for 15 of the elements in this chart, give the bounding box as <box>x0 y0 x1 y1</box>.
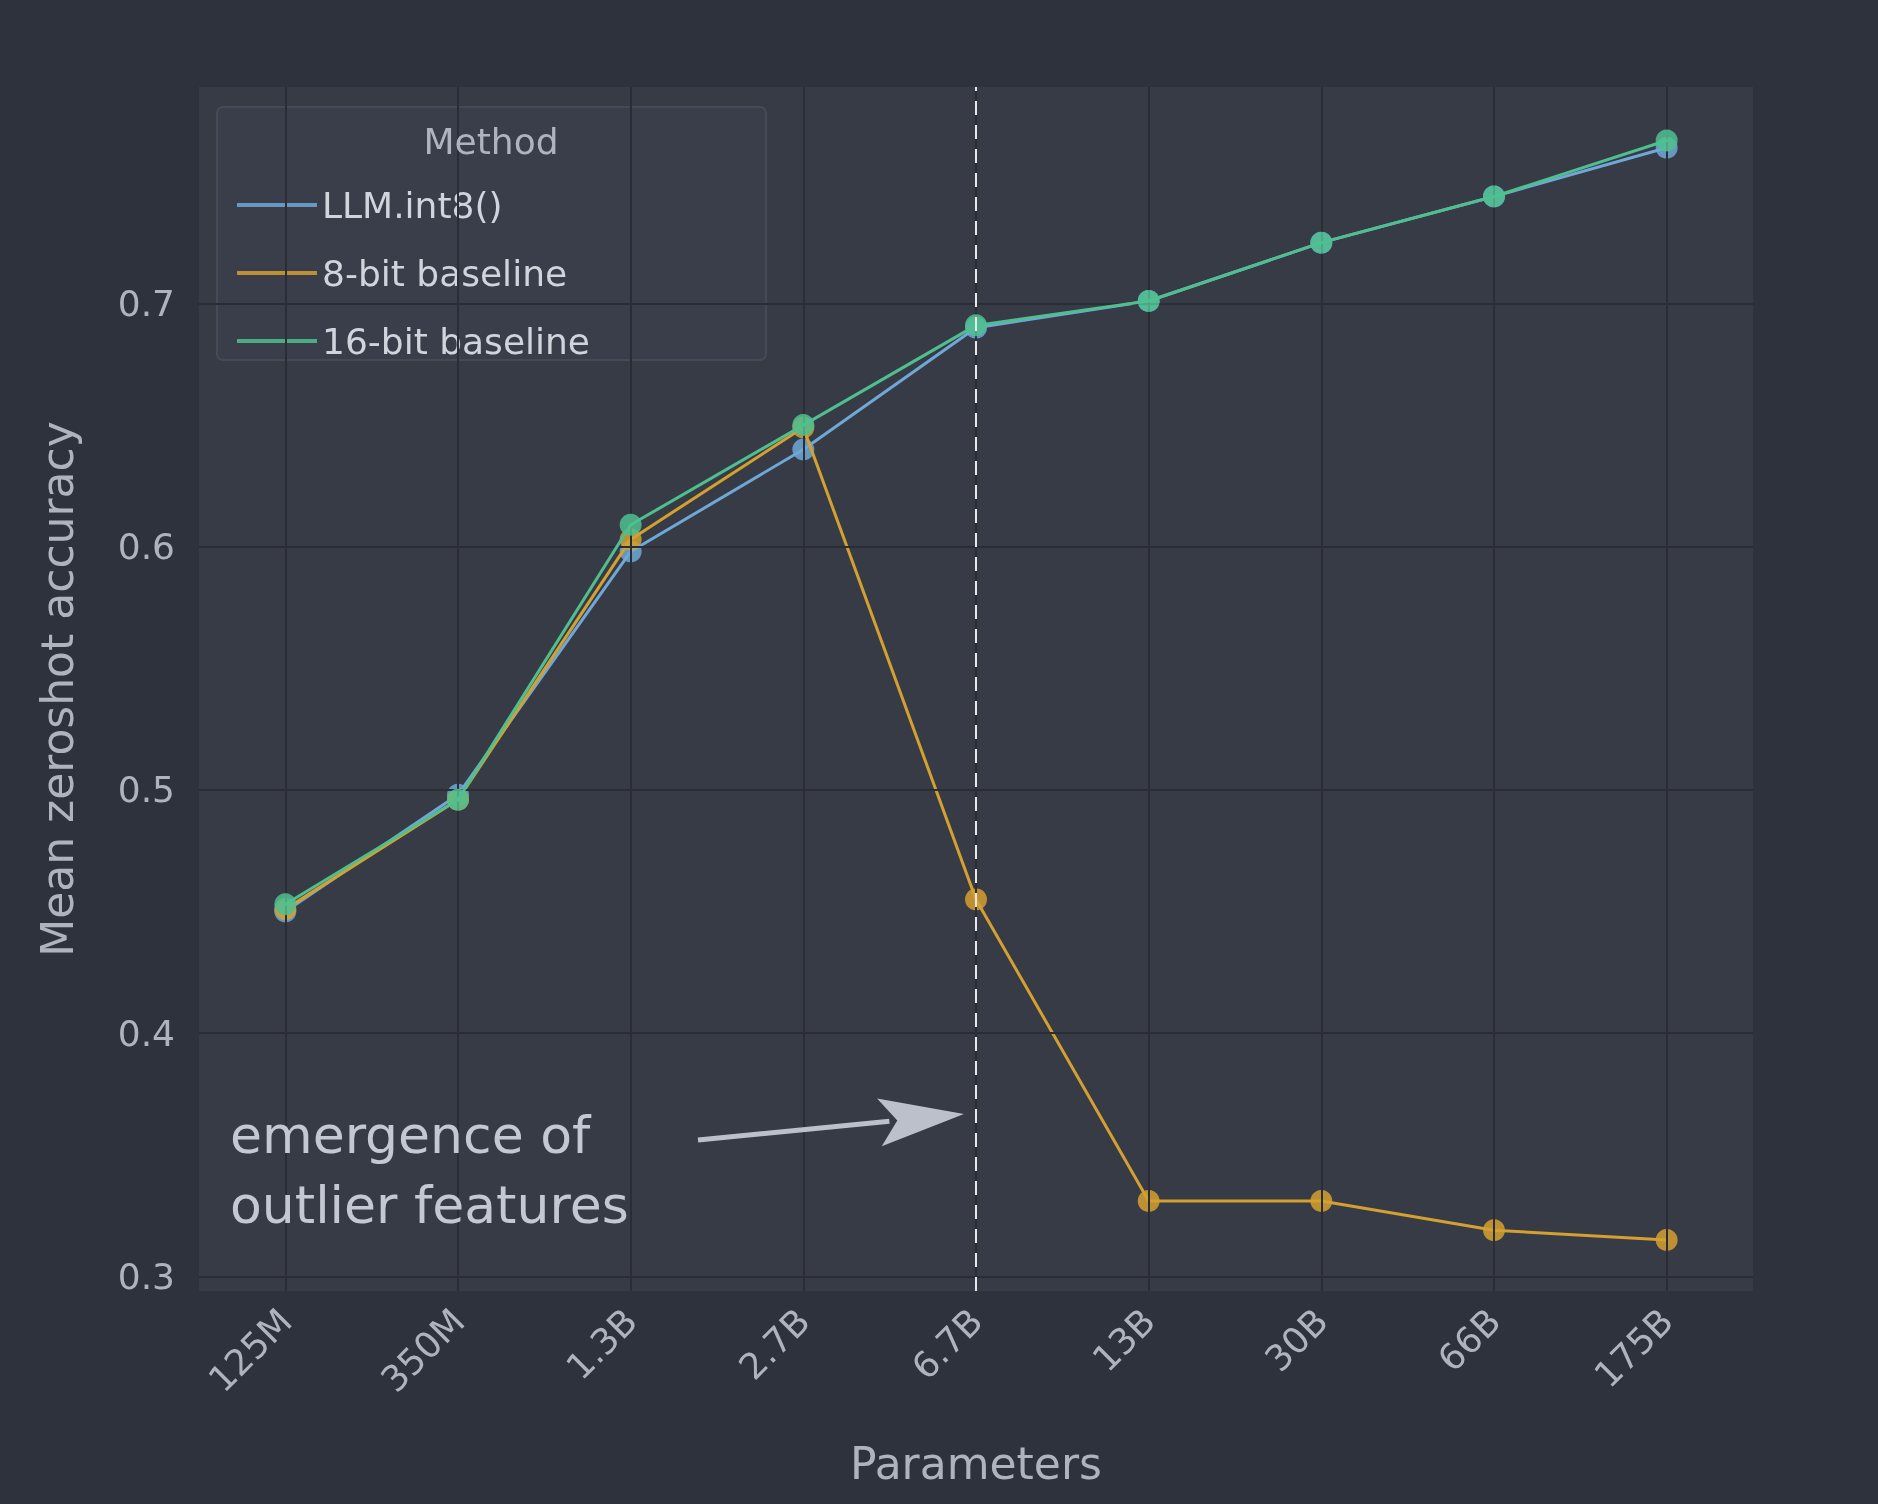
x-axis-title: Parameters <box>850 1437 1102 1489</box>
legend-label: LLM.int8() <box>322 184 503 226</box>
y-axis-title: Mean zeroshot accuracy <box>31 421 83 957</box>
legend-label: 8-bit baseline <box>322 252 568 294</box>
y-tick-label: 0.6 <box>117 526 175 568</box>
annotation: emergence of outlier features <box>230 1105 629 1235</box>
x-tick-label: 30B <box>1257 1300 1336 1380</box>
y-tick-label: 0.7 <box>117 282 175 324</box>
y-tick-label: 0.5 <box>117 769 175 811</box>
y-tick-label: 0.3 <box>117 1255 175 1297</box>
x-tick-label: 66B <box>1429 1300 1509 1380</box>
x-tick-label: 13B <box>1084 1300 1164 1380</box>
legend-title: Method <box>423 120 559 162</box>
legend-label: 16-bit baseline <box>322 320 590 362</box>
y-tick-label: 0.4 <box>117 1012 175 1054</box>
